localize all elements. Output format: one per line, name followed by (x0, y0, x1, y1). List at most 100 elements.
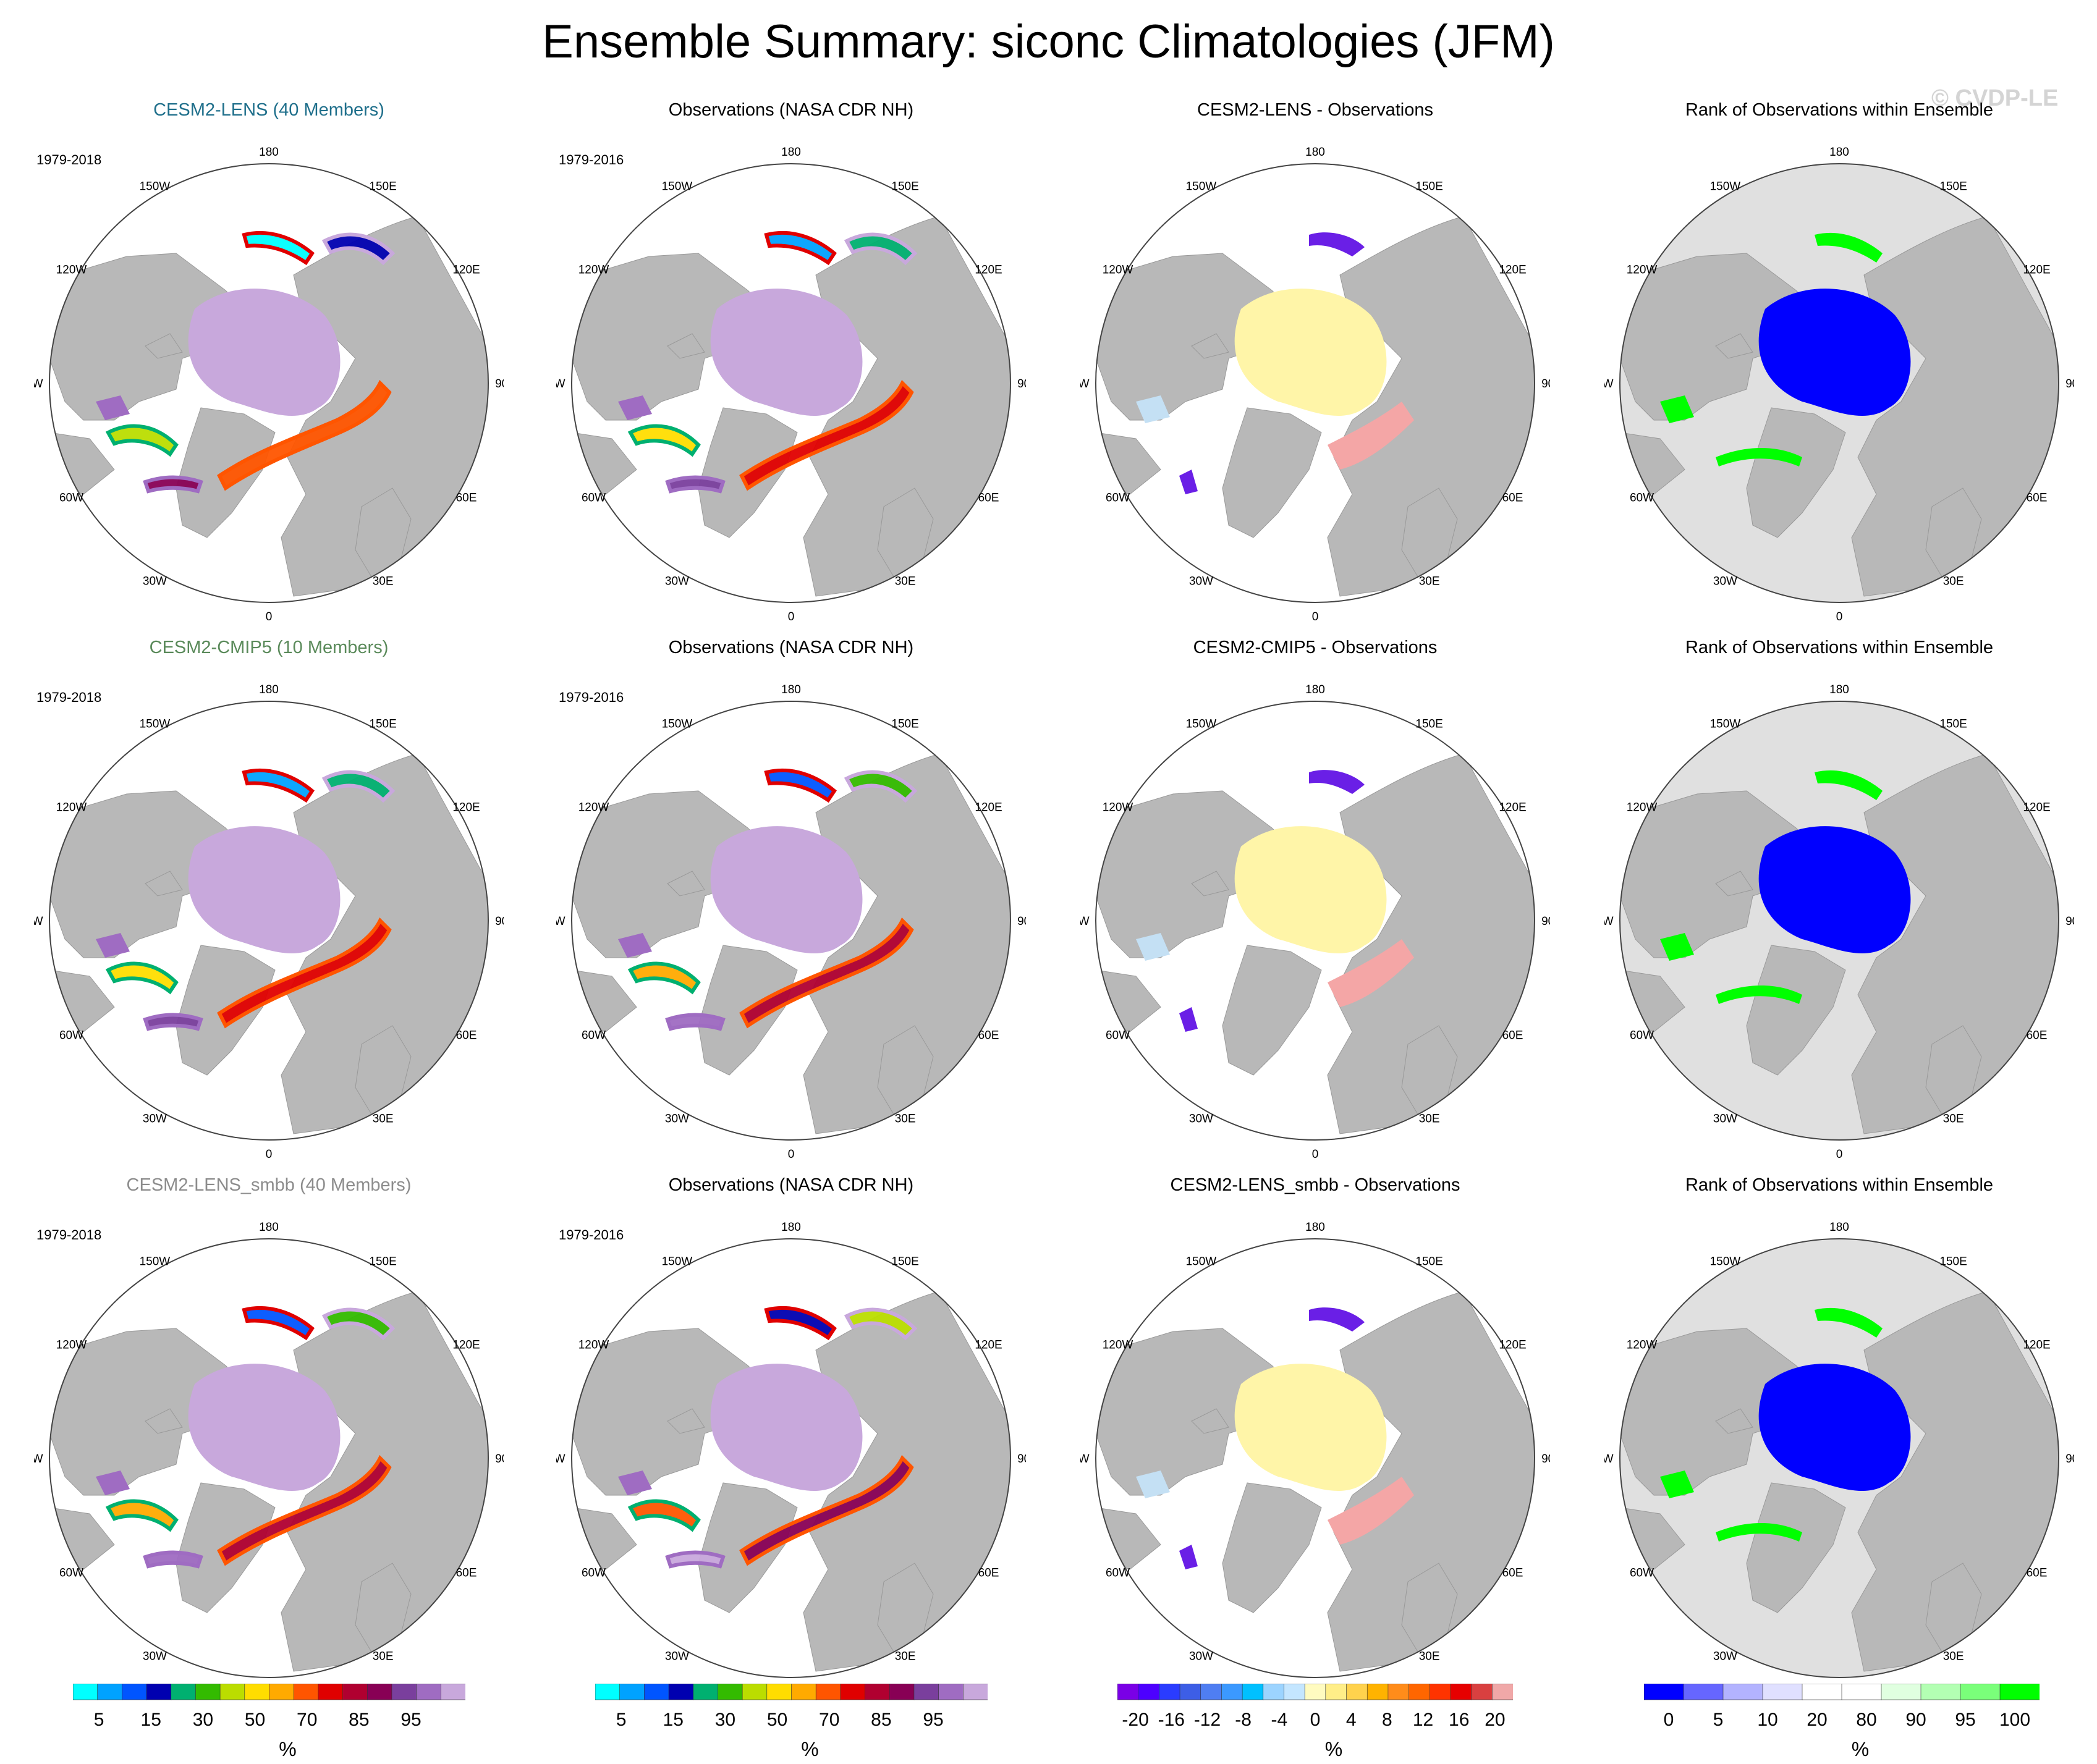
longitude-label: 0 (1836, 1148, 1843, 1161)
longitude-label: 150W (1710, 180, 1741, 193)
land-mass (145, 333, 183, 359)
diff-negative-region (1309, 1307, 1365, 1331)
colorbar-swatch (1221, 1684, 1243, 1700)
longitude-label: 180 (1829, 683, 1849, 696)
map-border (571, 701, 1011, 1141)
longitude-label: 60E (456, 1029, 477, 1042)
colorbar-swatch (1762, 1684, 1803, 1700)
sea-ice-edge-gradient (764, 230, 837, 266)
colorbar-swatch (1304, 1684, 1326, 1700)
longitude-label: 90W (1604, 378, 1614, 390)
colorbar-swatch (73, 1684, 98, 1700)
longitude-label: 150E (891, 718, 918, 731)
longitude-label: 30E (1943, 1113, 1964, 1126)
longitude-label: 120E (452, 801, 480, 814)
colorbar-tick-label: 90 (1905, 1710, 1926, 1730)
land-mass (49, 253, 245, 421)
longitude-label: 30W (1713, 1650, 1737, 1663)
land-mass (145, 871, 183, 897)
colorbar-siconc: 5 15 30 50 70 85 95% (595, 1684, 988, 1764)
colorbar-siconc: 5 15 30 50 70 85 95% (73, 1684, 465, 1764)
polar-map: 180150E120E90E60E30E030W60W90W120W150W (1604, 1221, 2074, 1699)
rank-high-region (1660, 933, 1694, 961)
map-border (1619, 1238, 2059, 1678)
longitude-label: 120E (1499, 1338, 1526, 1351)
longitude-label: 120E (2023, 801, 2050, 814)
longitude-label: 120E (1499, 263, 1526, 276)
longitude-label: 150W (662, 1255, 693, 1268)
land-mass (1620, 253, 1815, 421)
colorbar-tick-label: 10 (1757, 1710, 1778, 1730)
sea-ice-central-arctic (710, 1364, 863, 1491)
rank-low-region (1758, 826, 1911, 953)
longitude-label: 120E (452, 263, 480, 276)
panel-title: CESM2-CMIP5 - Observations (1193, 638, 1438, 657)
diff-negative-region (1179, 1545, 1198, 1569)
longitude-label: 180 (259, 683, 279, 696)
sea-ice-edge-gradient (242, 230, 315, 266)
panel-title: Observations (NASA CDR NH) (668, 100, 914, 120)
polar-map: 180150E120E90E60E30E030W60W90W120W150W (1604, 683, 2074, 1161)
colorbar-swatch (742, 1684, 768, 1700)
colorbar-swatch (1960, 1684, 2001, 1700)
colorbar-tick-label: 15 (663, 1710, 684, 1730)
diff-hudson-region (1136, 933, 1170, 961)
longitude-label: 60W (1106, 1029, 1130, 1042)
longitude-label: 0 (788, 610, 795, 623)
colorbar-swatch (195, 1684, 221, 1700)
land-mass (1096, 790, 1291, 958)
land-mass (1620, 1328, 1815, 1496)
colorbar-swatch (938, 1684, 964, 1700)
colorbar-swatch (865, 1684, 891, 1700)
colorbar-tick-label: 95 (400, 1710, 422, 1730)
colorbar-swatch (244, 1684, 270, 1700)
longitude-label: 120W (56, 263, 87, 276)
longitude-label: 150E (1939, 1255, 1967, 1268)
colorbar-tick-label: 50 (244, 1710, 266, 1730)
colorbar-swatch (1366, 1684, 1389, 1700)
longitude-label: 120E (2023, 263, 2050, 276)
longitude-label: 0 (1312, 610, 1319, 623)
colorbar-swatch (171, 1684, 197, 1700)
longitude-label: 150W (662, 718, 693, 731)
longitude-label: 120W (578, 263, 609, 276)
land-mass (667, 333, 705, 359)
longitude-label: 60W (1630, 1029, 1654, 1042)
longitude-label: 90E (1017, 1453, 1026, 1466)
hudson-bay-ice (618, 933, 652, 958)
panel-title: CESM2-CMIP5 (10 Members) (149, 638, 389, 657)
longitude-label: 180 (781, 1221, 801, 1234)
polar-map: 180150E120E90E60E30E030W60W90W120W150W (556, 683, 1026, 1161)
longitude-label: 90W (1080, 378, 1090, 390)
longitude-label: 180 (1305, 683, 1325, 696)
longitude-label: 90W (1604, 915, 1614, 928)
diff-negative-region (1179, 1007, 1198, 1032)
land-mass (1222, 407, 1322, 538)
longitude-label: 150E (369, 1255, 396, 1268)
colorbar-unit: % (1851, 1738, 1870, 1760)
colorbar-swatch (1881, 1684, 1921, 1700)
colorbar-swatch (1159, 1684, 1180, 1700)
sea-ice-edge-gradient (739, 1454, 914, 1566)
colorbar-diff: -20 -16 -12 -8 -4 0 4 8 12 16 20% (1117, 1684, 1513, 1764)
colorbar-swatch (219, 1684, 245, 1700)
panel-title: Rank of Observations within Ensemble (1685, 638, 1994, 657)
colorbar-swatch (1346, 1684, 1368, 1700)
land-mass (1096, 1328, 1291, 1496)
sea-ice-edge-gradient (665, 475, 726, 494)
diff-negative-region (1179, 470, 1198, 494)
colorbar-tick-label: 95 (923, 1710, 944, 1730)
longitude-label: 90W (34, 915, 43, 928)
map-panel-rank: Rank of Observations within Ensemble 180 1… (1604, 1174, 2074, 1711)
map-border (49, 1238, 489, 1678)
longitude-label: 60E (2027, 1567, 2048, 1580)
polar-map: 180150E120E90E60E30E030W60W90W120W150W (34, 146, 504, 623)
sea-ice-edge-gradient (105, 961, 179, 995)
colorbar-swatch (1492, 1684, 1513, 1700)
panel-title: CESM2-LENS_smbb - Observations (1170, 1175, 1460, 1195)
longitude-label: 120E (452, 1338, 480, 1351)
colorbar-tick-label: 20 (1485, 1710, 1506, 1730)
colorbar-swatch (791, 1684, 816, 1700)
colorbar-swatch (1242, 1684, 1264, 1700)
longitude-label: 150E (1415, 180, 1442, 193)
